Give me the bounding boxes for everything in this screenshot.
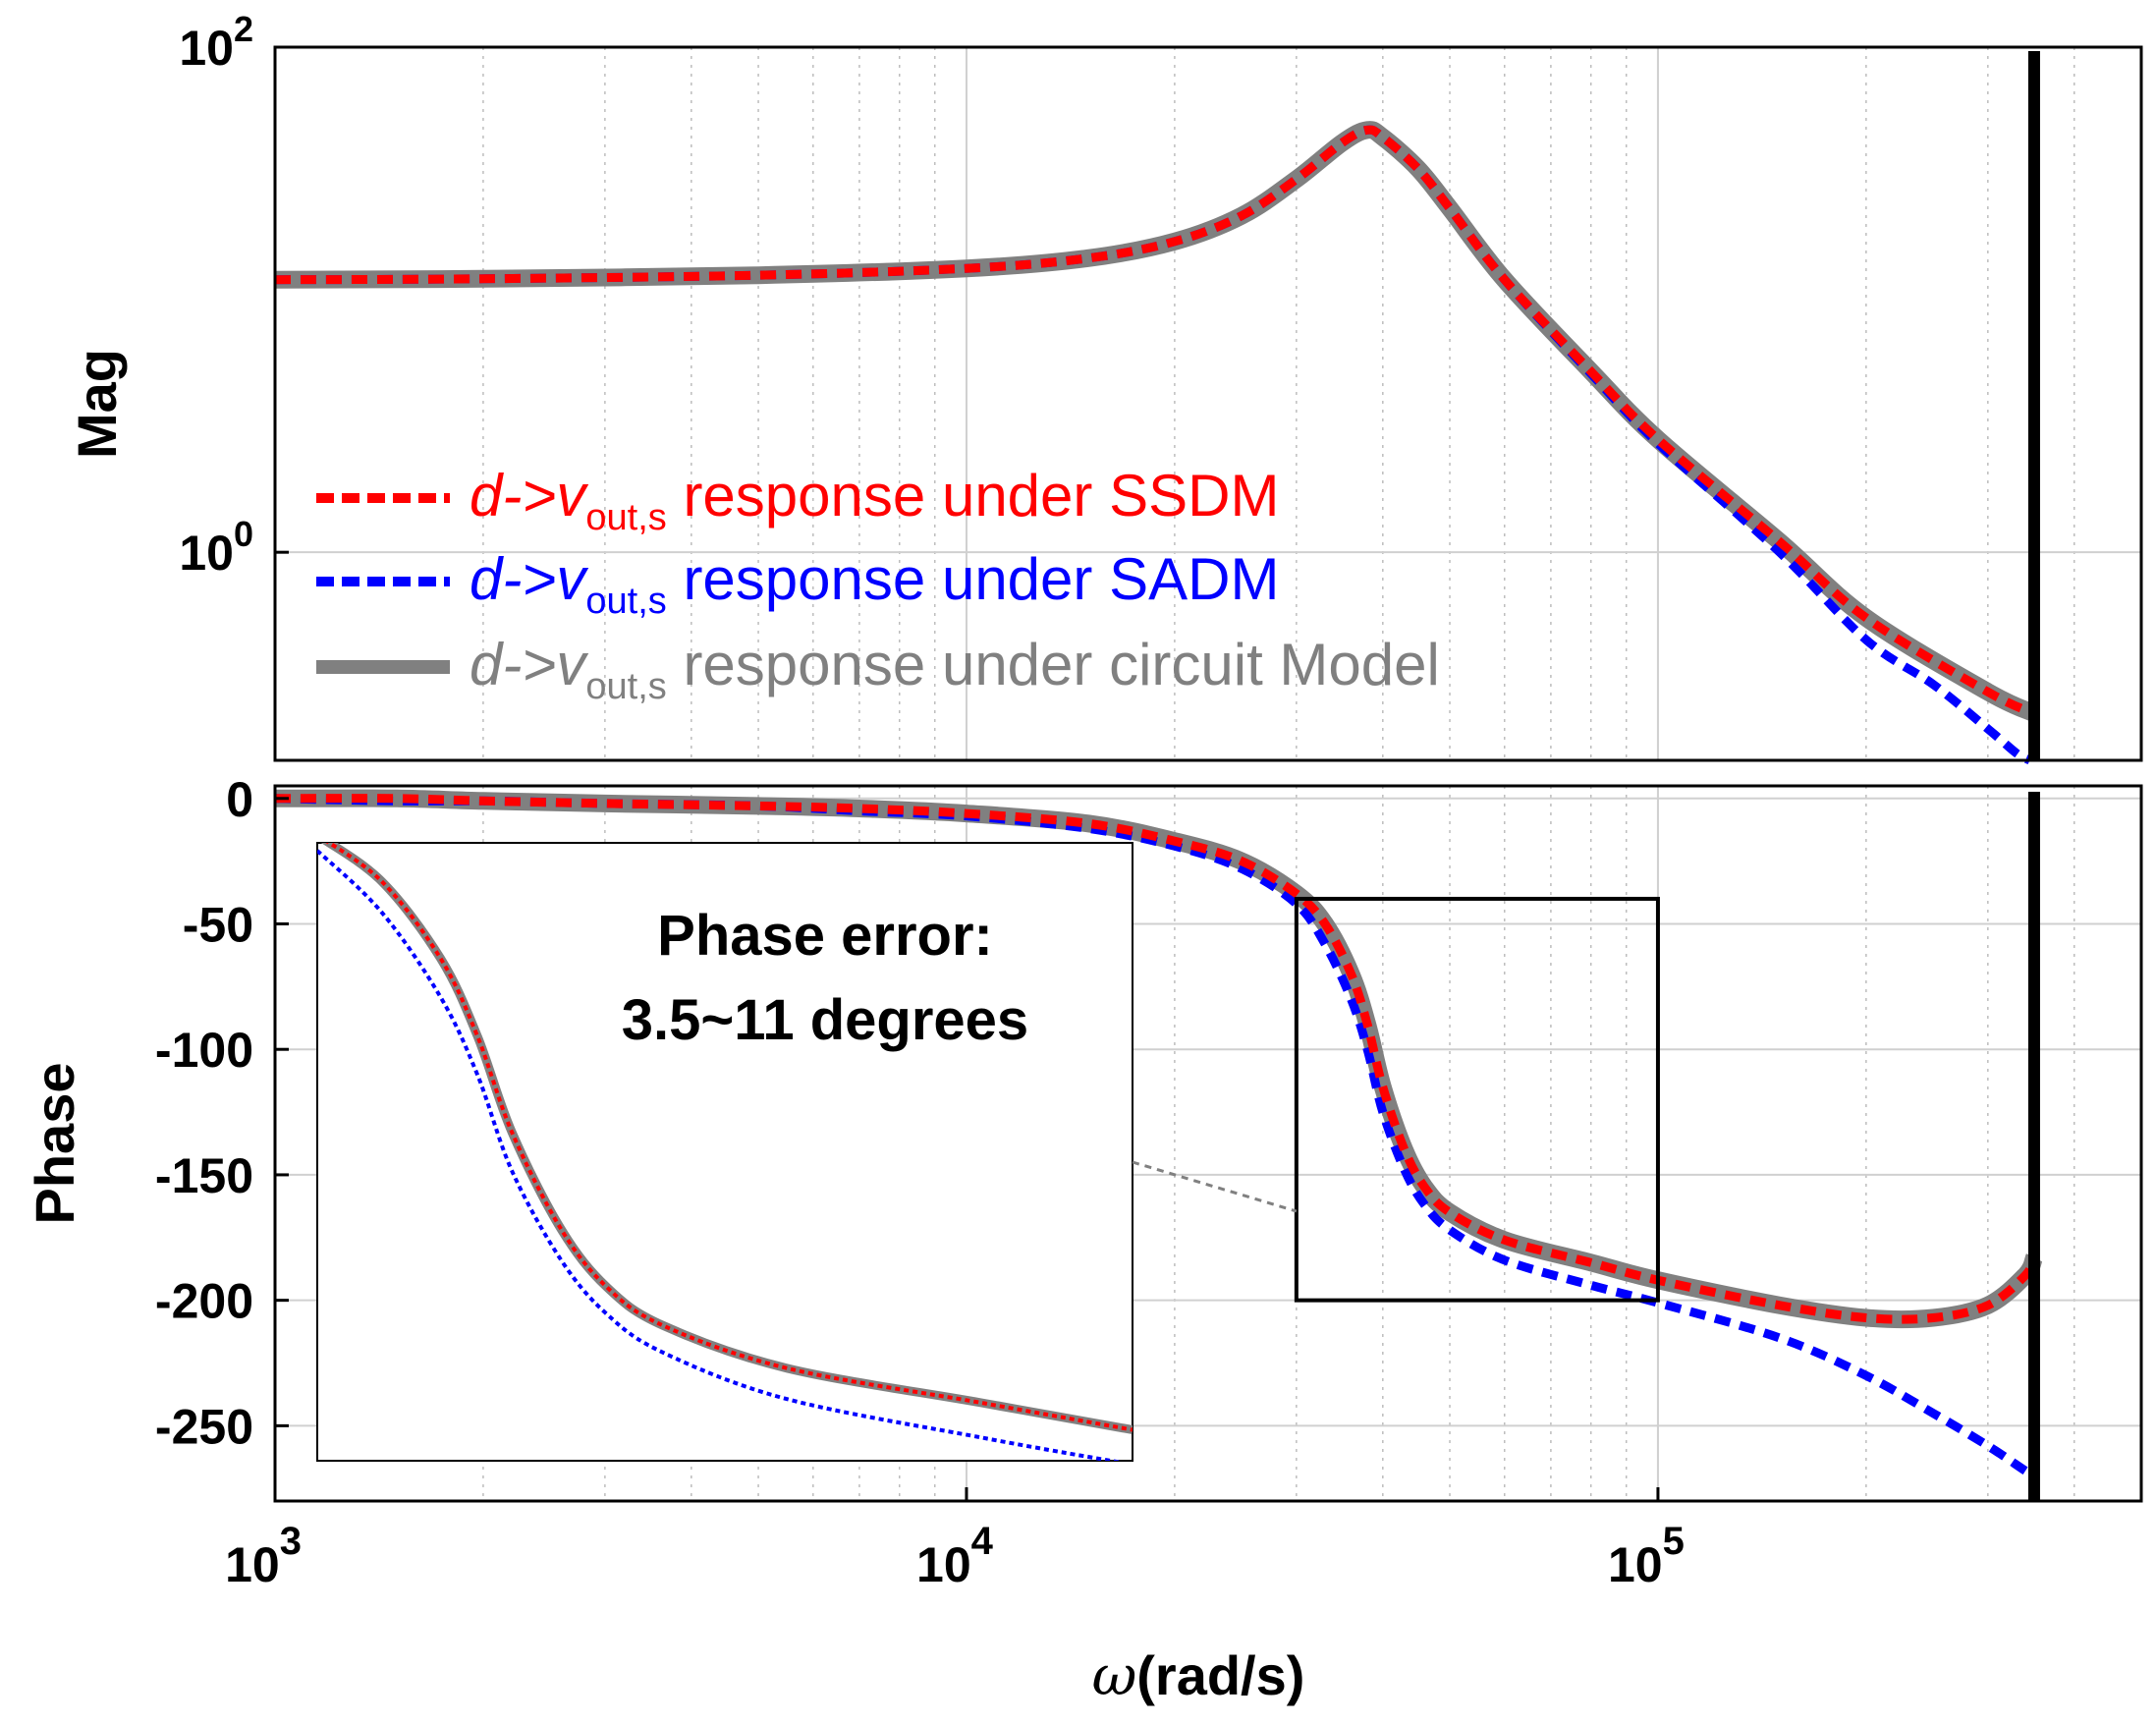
x-axis-label: ω(rad/s) <box>1092 1644 1305 1708</box>
legend-prefix: d->v <box>470 546 588 612</box>
tick-base: 10 <box>916 1537 971 1592</box>
x-tick-label: 103 <box>225 1520 302 1592</box>
legend-entry: d->vout,s response under circuit Model <box>470 632 1440 707</box>
phase-error-annotation-line-2: 3.5~11 degrees <box>622 988 1028 1052</box>
inset-connector-line <box>1132 1160 1298 1213</box>
phase-y-axis-label: Phase <box>24 1063 85 1225</box>
phase-y-tick-label: -200 <box>155 1274 253 1329</box>
inset-ssdm-line <box>325 843 1133 1432</box>
phase-y-tick-label: -100 <box>155 1023 253 1078</box>
magnitude-curves <box>274 121 2038 765</box>
phase-y-tick-label: -150 <box>155 1148 253 1203</box>
magnitude-plot-area <box>275 47 2141 760</box>
magnitude-ssdm-line <box>274 125 2036 718</box>
zoom-box <box>1294 896 1660 1303</box>
legend-entry: d->vout,s response under SADM <box>470 546 1279 622</box>
zoom-box-group <box>1294 896 1660 1303</box>
phase-axes-frame <box>273 784 2143 1503</box>
legend-label: response under SSDM <box>667 463 1280 529</box>
tick-base: 10 <box>1608 1537 1663 1592</box>
legend-entry: d->vout,s response under SSDM <box>470 463 1279 538</box>
tick-exponent: 4 <box>971 1520 994 1563</box>
legend-subscript: out,s <box>585 581 666 622</box>
phase-error-annotation-line-1: Phase error: <box>657 904 993 968</box>
x-tick-label: 104 <box>916 1520 994 1592</box>
legend-label: response under circuit Model <box>667 632 1440 697</box>
magnitude-y-tick-label: 102 <box>179 9 253 76</box>
legend-label: response under SADM <box>667 546 1280 612</box>
phase-panel: Phase error: 3.5~11 degrees 0 -50 -100 -150… <box>24 772 2143 1708</box>
legend-subscript: out,s <box>585 666 666 707</box>
tick-base: 10 <box>179 21 234 76</box>
magnitude-y-tick-label: 100 <box>179 514 253 581</box>
inset-zoom-plot <box>316 842 1298 1462</box>
phase-ssdm-line <box>274 794 2039 1324</box>
inset-frame <box>316 842 1133 1462</box>
phase-curves <box>274 789 2043 1480</box>
tick-exponent: 3 <box>280 1520 302 1563</box>
phase-y-tick-label: 0 <box>226 772 253 827</box>
tick-exponent: 0 <box>234 514 253 554</box>
tick-base: 10 <box>179 526 234 581</box>
legend-prefix: d->v <box>470 463 588 529</box>
phase-y-tick-label: -50 <box>183 897 253 952</box>
x-tick-label: 105 <box>1608 1520 1685 1592</box>
magnitude-axes-frame <box>273 45 2143 762</box>
magnitude-grid <box>275 46 2141 760</box>
magnitude-y-axis-label: Mag <box>66 349 128 459</box>
magnitude-sadm-line <box>274 125 2032 765</box>
legend-prefix: d->v <box>470 632 588 697</box>
tick-exponent: 5 <box>1663 1520 1685 1563</box>
tick-base: 10 <box>225 1537 280 1592</box>
x-axis-label-text: (rad/s) <box>1136 1644 1304 1706</box>
inset-curves <box>317 843 1133 1461</box>
tick-exponent: 2 <box>234 9 253 49</box>
phase-y-tick-label: -250 <box>155 1399 253 1454</box>
legend-subscript: out,s <box>585 497 666 538</box>
x-axis-label-symbol: ω <box>1092 1644 1137 1708</box>
inset-sadm-line <box>317 849 1123 1461</box>
x-axis-ticks: 103 104 105 <box>225 1487 1685 1592</box>
phase-y-ticks: 0 -50 -100 -150 -200 -250 <box>155 772 289 1454</box>
